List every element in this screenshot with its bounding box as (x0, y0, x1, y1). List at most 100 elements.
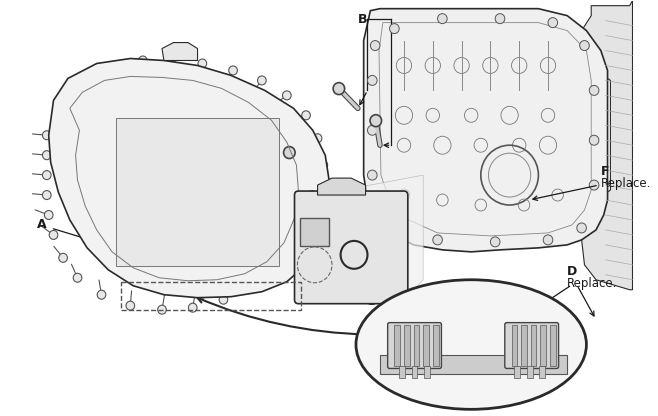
Circle shape (73, 273, 82, 282)
Text: Replace.: Replace. (601, 177, 651, 190)
Circle shape (273, 141, 282, 150)
Text: Replace.: Replace. (168, 140, 219, 153)
Circle shape (49, 230, 58, 239)
Bar (540, 366, 545, 379)
Bar (424, 366, 430, 379)
Polygon shape (364, 9, 607, 252)
Circle shape (219, 295, 228, 304)
Bar (300, 218, 329, 246)
Circle shape (126, 301, 135, 310)
Circle shape (282, 243, 291, 253)
Bar (380, 354, 567, 374)
Circle shape (198, 59, 207, 68)
Circle shape (367, 125, 377, 135)
Circle shape (577, 223, 586, 233)
Circle shape (299, 215, 307, 225)
Circle shape (394, 223, 404, 233)
Circle shape (107, 80, 115, 89)
Polygon shape (162, 42, 197, 60)
Circle shape (257, 225, 266, 234)
Circle shape (85, 78, 93, 87)
Circle shape (370, 41, 380, 50)
Circle shape (114, 258, 122, 266)
Bar (120, 282, 301, 310)
Circle shape (138, 56, 147, 65)
Circle shape (158, 305, 166, 314)
Circle shape (43, 131, 51, 140)
Circle shape (43, 151, 51, 160)
Circle shape (92, 239, 101, 248)
Circle shape (73, 188, 82, 196)
Circle shape (66, 96, 74, 105)
FancyBboxPatch shape (505, 323, 559, 369)
Circle shape (59, 253, 67, 262)
Circle shape (438, 14, 447, 24)
Circle shape (244, 283, 253, 292)
Bar (399, 366, 405, 379)
Circle shape (333, 83, 345, 94)
Circle shape (282, 91, 291, 100)
FancyBboxPatch shape (388, 323, 442, 369)
Circle shape (273, 201, 282, 210)
Circle shape (142, 267, 151, 276)
Circle shape (370, 115, 382, 126)
Bar (414, 324, 419, 366)
Circle shape (75, 158, 84, 168)
Circle shape (390, 24, 399, 34)
Circle shape (302, 111, 311, 120)
Bar (412, 366, 417, 379)
Circle shape (284, 146, 295, 158)
Text: E: E (527, 318, 536, 331)
Circle shape (81, 104, 89, 113)
Circle shape (375, 200, 385, 210)
Bar (423, 324, 429, 366)
Bar (540, 324, 546, 366)
Text: A: A (38, 218, 47, 231)
FancyBboxPatch shape (295, 191, 408, 304)
Circle shape (234, 248, 243, 256)
Circle shape (206, 78, 215, 87)
Circle shape (313, 134, 322, 143)
Circle shape (140, 72, 149, 81)
Circle shape (79, 215, 88, 225)
Circle shape (590, 135, 599, 145)
Circle shape (590, 85, 599, 95)
Circle shape (367, 75, 377, 85)
Circle shape (167, 54, 176, 63)
Bar (515, 366, 520, 379)
Bar (511, 324, 517, 366)
Circle shape (174, 269, 183, 278)
Circle shape (257, 76, 266, 85)
Circle shape (433, 235, 442, 245)
Circle shape (265, 265, 274, 274)
Circle shape (280, 171, 290, 180)
Bar (531, 324, 536, 366)
Ellipse shape (356, 280, 586, 409)
Circle shape (590, 180, 599, 190)
Polygon shape (298, 175, 423, 300)
Circle shape (188, 303, 197, 312)
Circle shape (490, 237, 500, 247)
Circle shape (174, 72, 183, 81)
Bar (433, 324, 438, 366)
Text: D: D (567, 265, 578, 278)
Circle shape (548, 17, 557, 27)
Circle shape (307, 191, 318, 203)
Bar (394, 324, 400, 366)
Polygon shape (318, 178, 366, 195)
Circle shape (580, 41, 590, 50)
Text: G: G (366, 295, 376, 308)
Circle shape (313, 188, 322, 196)
Text: C: C (168, 128, 178, 141)
Circle shape (110, 64, 118, 73)
Bar (116, 118, 279, 266)
Bar (521, 324, 527, 366)
Circle shape (206, 262, 215, 271)
Circle shape (43, 171, 51, 180)
Circle shape (319, 161, 328, 170)
Circle shape (97, 290, 106, 299)
Text: F: F (601, 165, 609, 178)
Circle shape (367, 170, 377, 180)
Bar (527, 366, 532, 379)
Bar (404, 324, 410, 366)
